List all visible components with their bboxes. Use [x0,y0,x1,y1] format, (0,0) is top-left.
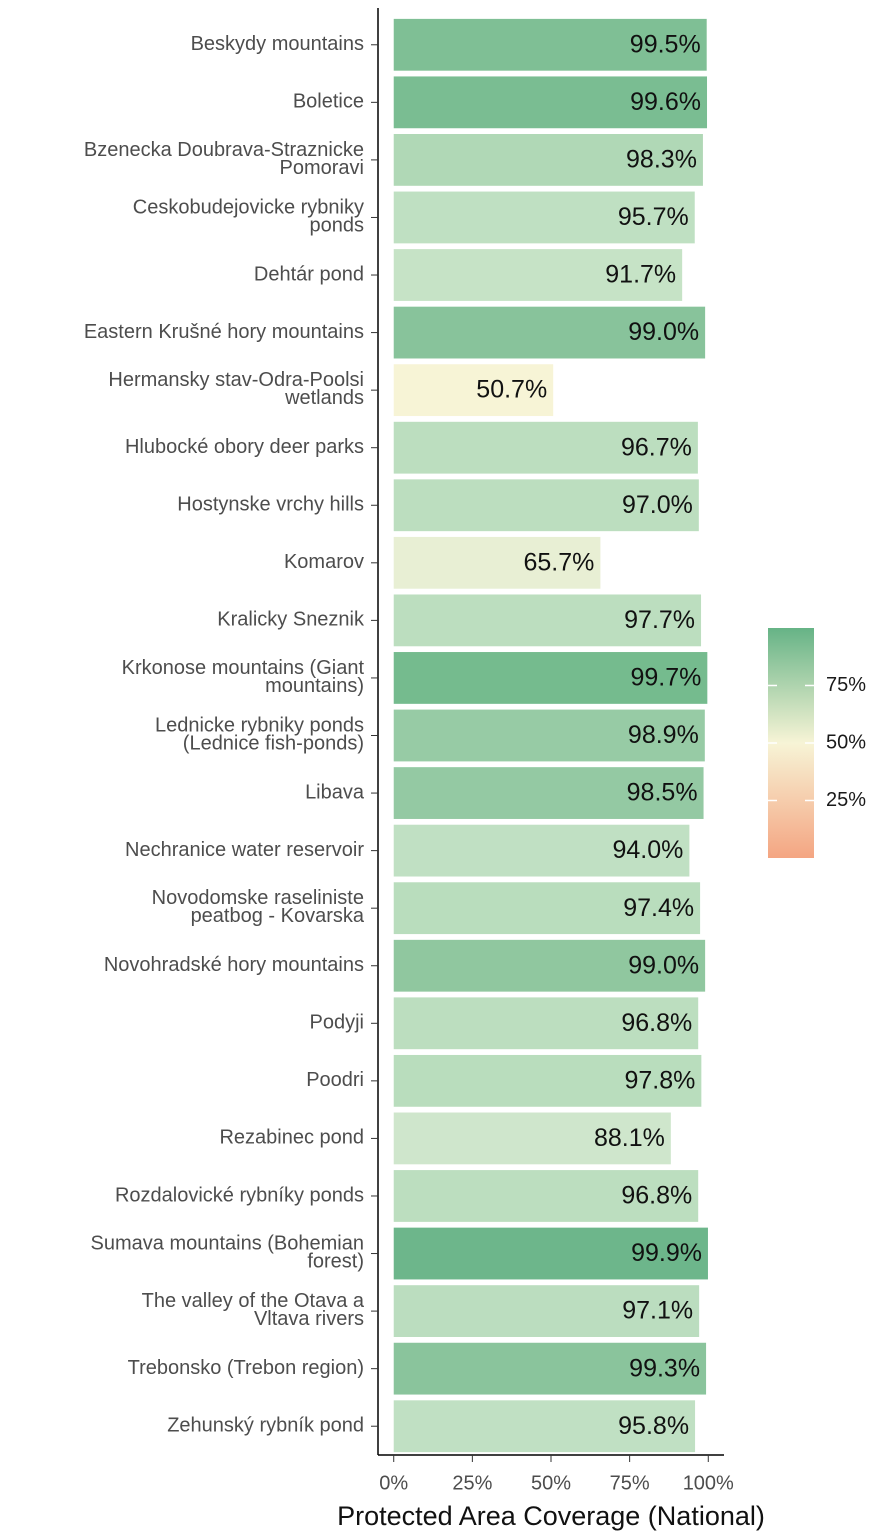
y-tick-label: Nechranice water reservoir [125,839,364,861]
bar [393,479,699,532]
value-label: 98.5% [627,779,698,807]
value-label: 97.8% [624,1066,695,1094]
y-tick-label: Beskydy mountains [191,33,364,55]
legend-label: 50% [826,731,866,753]
value-label: 88.1% [594,1124,665,1152]
value-label: 96.8% [621,1009,692,1037]
value-label: 94.0% [613,836,684,864]
value-label: 99.3% [629,1354,700,1382]
bar [393,1342,707,1395]
value-label: 97.4% [623,894,694,922]
bar [393,249,683,301]
x-tick-label: 75% [610,1472,650,1494]
value-label: 99.0% [628,318,699,346]
y-tick-label: Krkonose mountains (Giant mountains) [122,657,365,697]
bar [393,594,702,647]
value-label: 98.3% [626,146,697,174]
x-tick-label: 25% [452,1472,492,1494]
legend-label: 75% [826,674,866,696]
y-tick-label: Zehunský rybník pond [167,1415,364,1437]
bar [393,1170,699,1222]
y-tick-label: Kralicky Sneznik [217,609,365,631]
bar [393,191,695,244]
x-axis-title: Protected Area Coverage (National) [337,1501,765,1531]
y-tick-label: Trebonsko (Trebon region) [128,1357,364,1379]
bar [393,18,707,71]
bar [393,882,701,935]
y-tick-label: Novodomske raseliniste peatbog - Kovarska [152,887,365,927]
y-tick-label: Libava [305,781,365,803]
value-label: 97.1% [622,1297,693,1325]
x-tick-label: 0% [379,1472,408,1494]
y-tick-label: Rozdalovické rybníky ponds [115,1184,364,1206]
x-tick-label: 100% [683,1472,734,1494]
bar [393,133,703,186]
y-tick-label: Rezabinec pond [219,1127,364,1149]
value-label: 65.7% [523,548,594,576]
y-tick-label: Eastern Krušné hory mountains [84,321,364,343]
bar [393,1227,708,1280]
y-tick-label: Hlubocké obory deer parks [125,436,364,458]
value-label: 50.7% [476,376,547,404]
value-label: 99.6% [630,88,701,116]
bar [393,939,706,992]
y-tick-label: Ceskobudejovicke rybniky ponds [133,197,364,237]
y-tick-label: Hostynske vrchy hills [177,494,364,516]
value-label: 97.7% [624,606,695,634]
value-label: 99.9% [631,1239,702,1267]
y-tick-label: The valley of the Otava a Vltava rivers [142,1290,365,1330]
y-tick-label: Podyji [310,1012,364,1034]
value-label: 96.8% [621,1182,692,1210]
bar [393,1400,696,1453]
bar [393,824,690,877]
bar [393,1285,700,1338]
y-tick-label: Novohradské hory mountains [104,954,364,976]
bar [393,1112,671,1165]
bar [393,76,708,129]
bar [393,536,601,589]
bar [393,709,705,762]
x-tick-label: 50% [531,1472,571,1494]
value-label: 97.0% [622,491,693,519]
bar [393,997,699,1050]
value-label: 95.8% [618,1412,689,1440]
value-label: 98.9% [628,721,699,749]
bar [393,421,698,474]
value-label: 99.0% [628,951,699,979]
y-tick-label: Poodri [306,1069,364,1091]
value-label: 96.7% [621,433,692,461]
legend-label: 25% [826,789,866,811]
bar [393,767,704,819]
bar [393,364,554,417]
value-label: 99.5% [630,30,701,58]
y-tick-label: Dehtár pond [254,263,364,285]
value-label: 95.7% [618,203,689,231]
bar [393,306,706,359]
y-tick-label: Komarov [284,551,364,573]
y-tick-label: Lednicke rybniky ponds (Lednice fish-pond… [155,715,364,755]
y-tick-label: Hermansky stav-Odra-Poolsi wetlands [108,369,364,409]
bar [393,1054,702,1107]
y-tick-label: Boletice [293,91,364,113]
value-label: 99.7% [630,664,701,692]
bar [393,652,708,704]
y-tick-label: Bzenecka Doubrava-Straznicke Pomoravi [84,139,364,179]
y-tick-label: Sumava mountains (Bohemian forest) [91,1233,364,1273]
value-label: 91.7% [605,261,676,289]
